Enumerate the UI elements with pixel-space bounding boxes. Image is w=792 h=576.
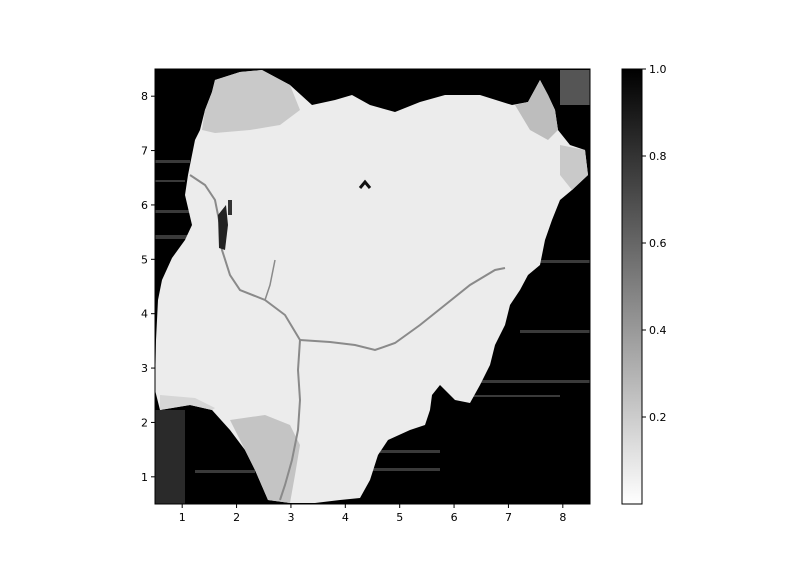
streak-artifacts: [155, 70, 590, 504]
x-tick-label: 6: [451, 511, 458, 524]
x-tick-label: 7: [505, 511, 512, 524]
colorbar-tick-label: 0.2: [649, 411, 667, 424]
reservoir-north: [358, 179, 372, 189]
region-south: [230, 415, 300, 503]
colorbar-tick-label: 0.4: [649, 324, 667, 337]
colorbar-axis: 0.2 0.4 0.6 0.8 1.0: [642, 63, 667, 424]
x-tick-label: 2: [233, 511, 240, 524]
lake-dot: [228, 200, 232, 215]
y-tick-label: 3: [141, 362, 148, 375]
river-niger-upper: [189, 174, 301, 341]
y-axis: 1 2 3 4 5 6 7 8: [141, 90, 155, 484]
river-niger-lower: [279, 339, 302, 501]
y-tick-label: 1: [141, 471, 148, 484]
colorbar: [621, 68, 643, 505]
x-tick-label: 8: [559, 511, 566, 524]
y-tick-label: 6: [141, 199, 148, 212]
y-tick-label: 8: [141, 90, 148, 103]
country-land: [155, 70, 588, 503]
x-tick-label: 4: [342, 511, 349, 524]
plot-frame: [154, 68, 591, 505]
colorbar-tick-label: 1.0: [649, 63, 667, 76]
river-benue: [299, 267, 506, 352]
y-tick-label: 4: [141, 308, 148, 321]
river-north: [264, 259, 276, 301]
region-northeast: [515, 80, 558, 140]
region-northwest: [202, 70, 300, 133]
rivers: [189, 174, 506, 501]
region-southwest: [160, 395, 215, 410]
reservoir-kainji: [218, 205, 228, 250]
x-tick-label: 3: [287, 511, 294, 524]
y-tick-label: 2: [141, 416, 148, 429]
y-tick-label: 7: [141, 145, 148, 158]
heatmap-image: [155, 69, 590, 504]
y-tick-label: 5: [141, 253, 148, 266]
colorbar-tick-label: 0.6: [649, 237, 667, 250]
colorbar-tick-label: 0.8: [649, 150, 667, 163]
region-east-edge: [560, 145, 588, 190]
x-tick-label: 1: [179, 511, 186, 524]
x-tick-label: 5: [396, 511, 403, 524]
x-axis: 1 2 3 4 5 6 7 8: [179, 504, 566, 524]
